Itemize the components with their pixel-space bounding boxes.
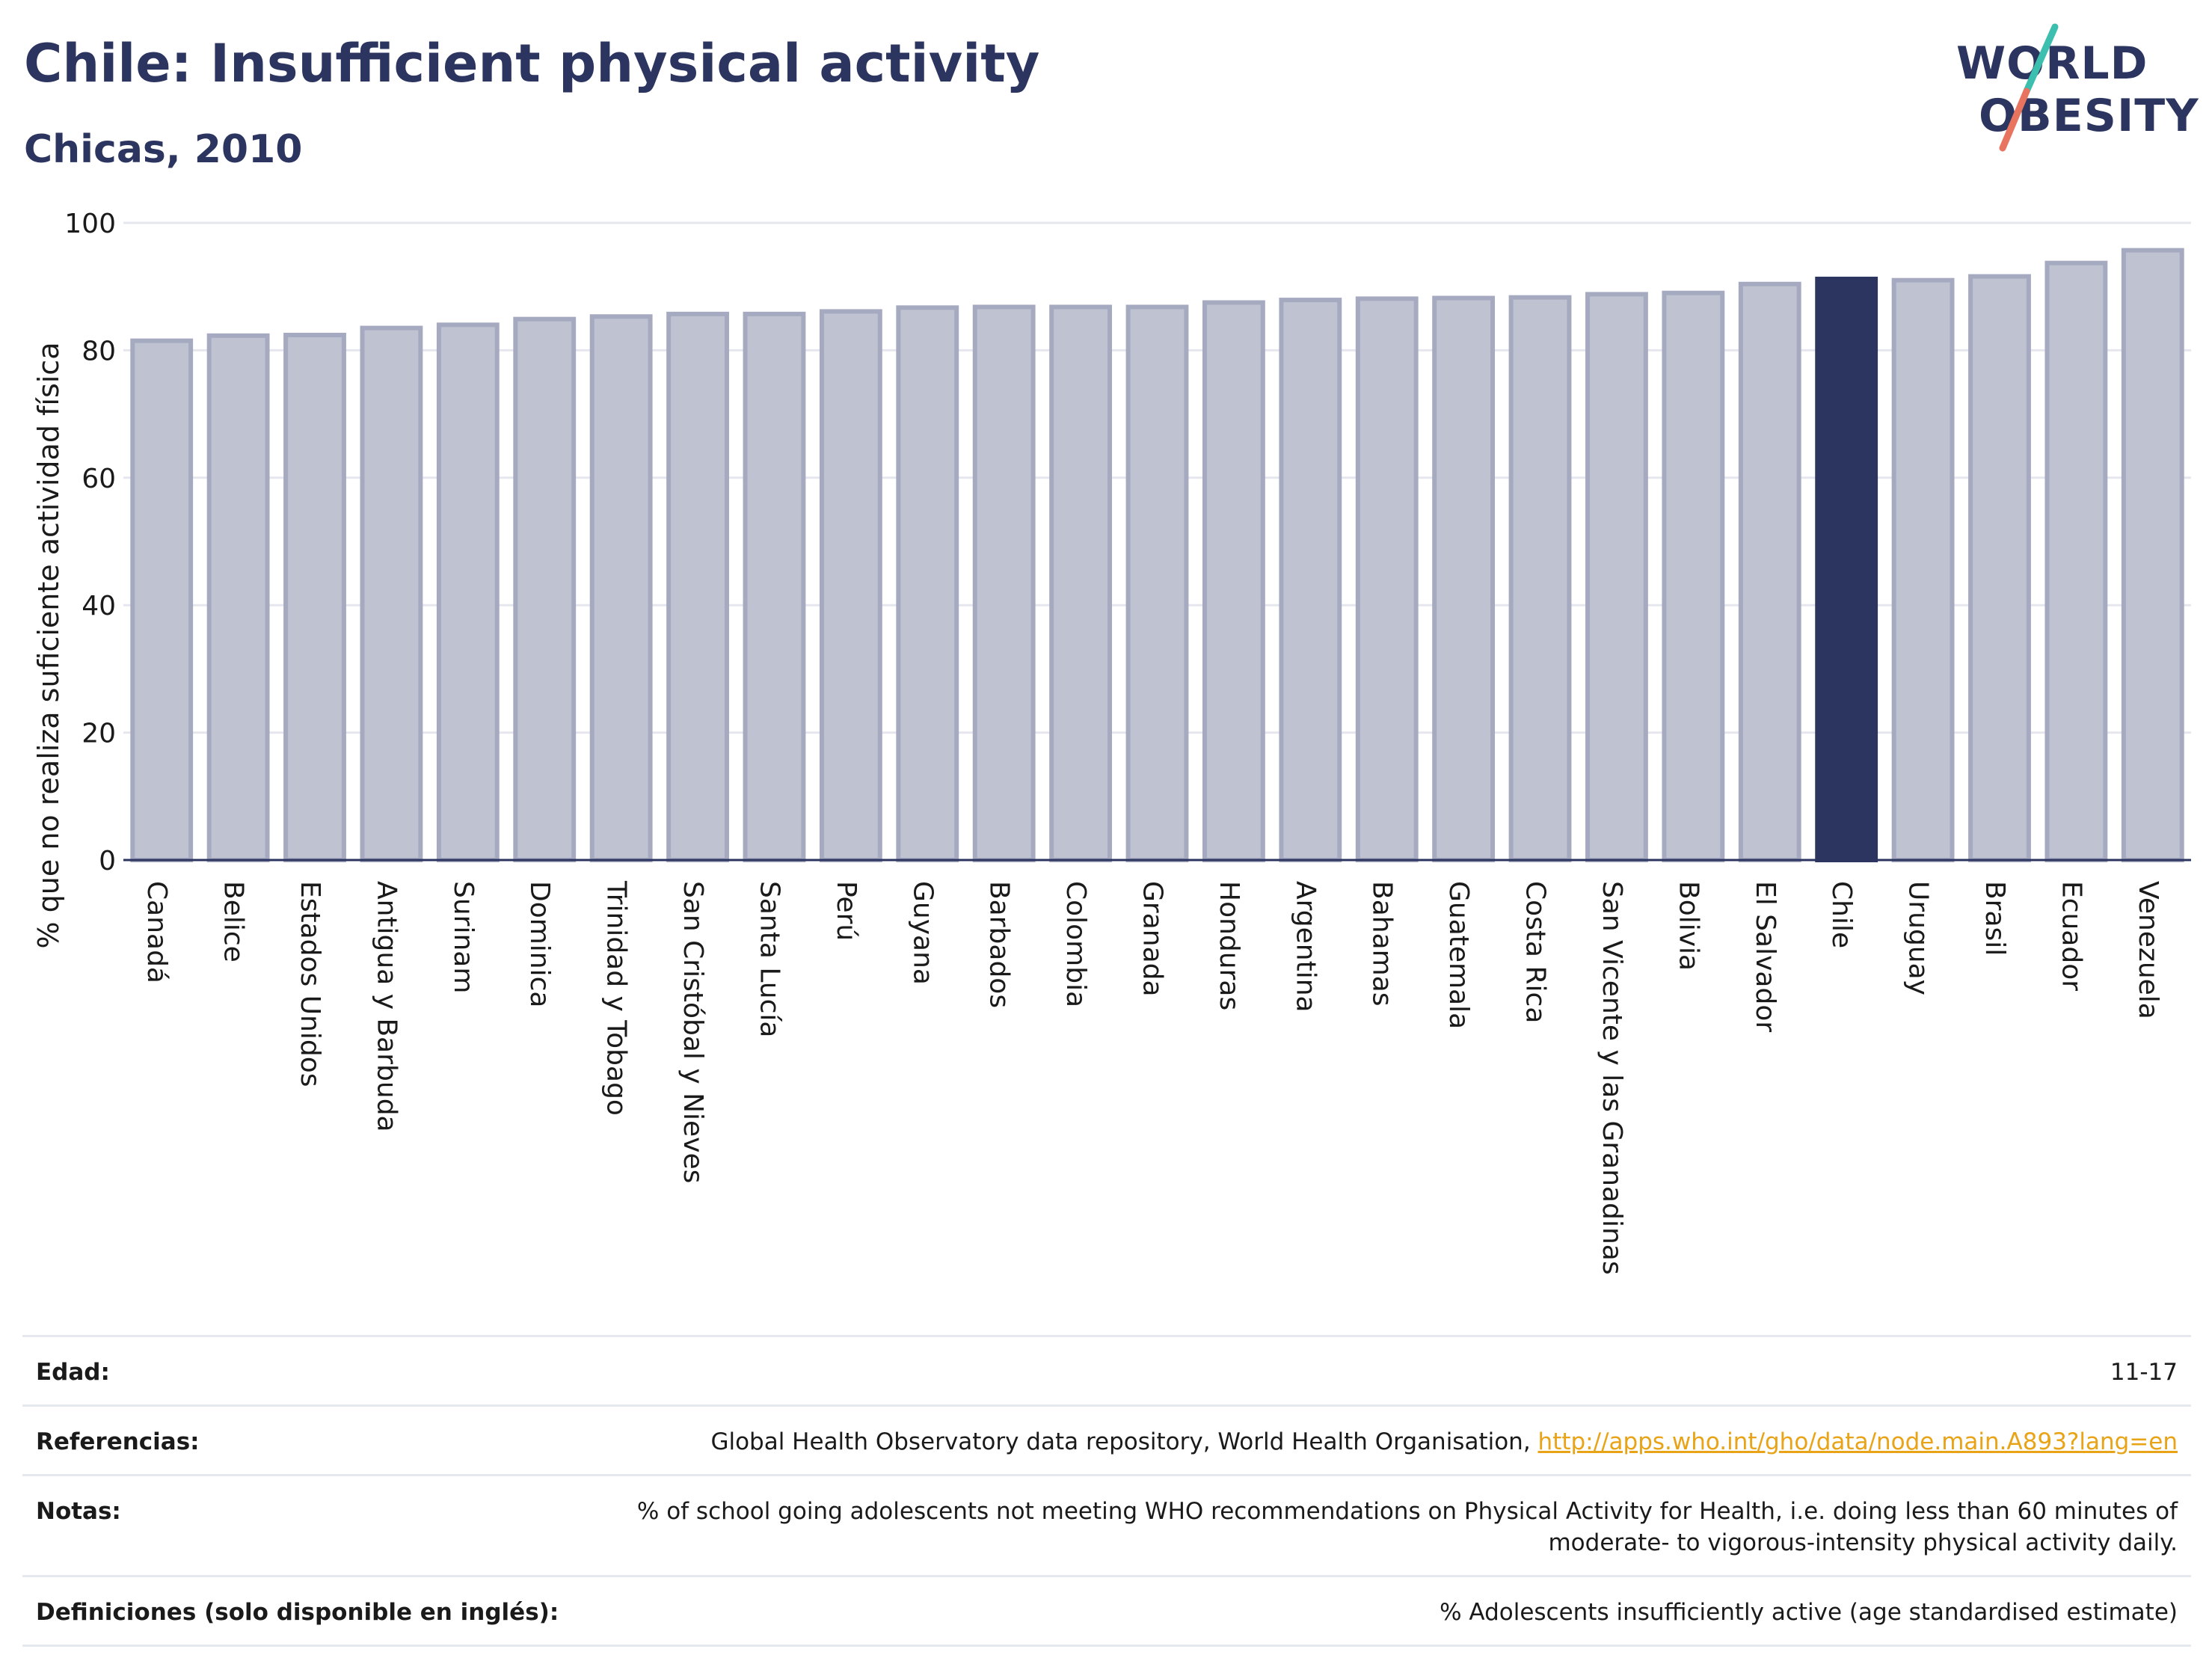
x-tick-label: Santa Lucía: [754, 881, 784, 1037]
x-tick-label: Belice: [218, 881, 249, 962]
bar: [1968, 274, 2031, 863]
bars: [130, 248, 2184, 863]
logo-line-1: WORLD: [1956, 37, 2148, 90]
info-label: Referencias:: [36, 1428, 200, 1455]
bar: [436, 322, 500, 862]
y-axis-label: % que no realiza suficiente actividad fí…: [32, 343, 65, 949]
info-value: % Adolescents insufficiently active (age…: [1440, 1599, 2178, 1626]
x-tick-label: Argentina: [1290, 881, 1321, 1013]
y-tick-labels: 0 20 40 60 80 100: [64, 209, 116, 876]
x-tick-label: Dominica: [524, 881, 555, 1008]
x-tick-label: Canadá: [141, 881, 172, 983]
chart-title: Chile: Insufficient physical activity: [24, 33, 1040, 94]
y-tick-label: 40: [82, 591, 116, 621]
bar: [1432, 295, 1496, 862]
reference-text: Global Health Observatory data repositor…: [710, 1428, 1538, 1455]
bar: [743, 311, 806, 862]
bar: [1662, 290, 1725, 863]
bar: [206, 333, 270, 862]
bar: [1738, 281, 1801, 863]
bar: [513, 316, 577, 863]
bar: [1202, 300, 1265, 862]
info-value: % of school going adolescents not meetin…: [636, 1498, 2178, 1556]
bar: [589, 314, 653, 862]
info-table: Edad: 11-17 Referencias: Global Health O…: [22, 1335, 2191, 1647]
bar: [819, 309, 882, 863]
x-tick-label: Costa Rica: [1520, 881, 1551, 1023]
bar: [1279, 298, 1342, 863]
y-tick-label: 80: [82, 336, 116, 366]
bar: [2044, 260, 2108, 862]
x-tick-label: Brasil: [1979, 881, 2010, 956]
bar: [1891, 277, 1955, 863]
info-value: Global Health Observatory data repositor…: [710, 1426, 2178, 1458]
x-tick-label: Honduras: [1214, 881, 1244, 1010]
bar: [283, 332, 346, 862]
info-label: Definiciones (solo disponible en inglés)…: [36, 1599, 559, 1626]
y-tick-label: 0: [99, 846, 116, 876]
info-row-definitions: Definiciones (solo disponible en inglés)…: [22, 1575, 2191, 1647]
info-row-age: Edad: 11-17: [22, 1335, 2191, 1404]
reference-link[interactable]: http://apps.who.int/gho/data/node.main.A…: [1537, 1428, 2178, 1455]
x-tick-label: Barbados: [984, 881, 1015, 1008]
bar: [896, 305, 959, 863]
x-tick-label: San Vicente y las Granadinas: [1597, 881, 1627, 1275]
bar: [1049, 304, 1113, 863]
x-tick-label: Granada: [1137, 881, 1168, 997]
x-tick-label: Guyana: [907, 881, 938, 985]
x-tick-label: Venezuela: [2133, 881, 2163, 1019]
bar: [1355, 296, 1419, 862]
bar-chart: 0 20 40 60 80 100 Canadá Belice Estados Unidos A…: [32, 209, 2191, 1275]
y-tick-label: 100: [64, 209, 116, 239]
x-tick-label: Uruguay: [1903, 881, 1934, 995]
info-label: Edad:: [36, 1359, 110, 1386]
x-tick-label: Ecuador: [2056, 881, 2086, 991]
x-tick-label: San Cristóbal y Nieves: [678, 881, 708, 1183]
x-tick-labels: Canadá Belice Estados Unidos Antigua y Barb…: [141, 880, 2163, 1275]
info-value: 11-17: [2110, 1359, 2178, 1386]
x-tick-label: Perú: [831, 881, 861, 941]
x-tick-label: Colombia: [1060, 881, 1091, 1007]
bar: [666, 311, 729, 862]
x-tick-label: Antigua y Barbuda: [371, 881, 402, 1132]
bar: [360, 325, 423, 862]
x-tick-label: Bolivia: [1673, 881, 1703, 971]
x-tick-label: Bahamas: [1367, 881, 1398, 1007]
bar: [972, 304, 1036, 863]
world-obesity-logo: WORLD OBESITY: [1952, 22, 2199, 157]
chart-subtitle: Chicas, 2010: [24, 127, 303, 172]
bar: [130, 338, 194, 862]
info-row-notes: Notas: % of school going adolescents not…: [22, 1474, 2191, 1575]
y-tick-label: 60: [82, 464, 116, 494]
bar-highlight: [1815, 276, 1878, 862]
info-row-references: Referencias: Global Health Observatory d…: [22, 1404, 2191, 1474]
bar: [1585, 292, 1648, 862]
x-tick-label: Chile: [1826, 881, 1857, 948]
bar: [1508, 295, 1572, 862]
x-tick-label: Estados Unidos: [295, 881, 325, 1087]
y-tick-label: 20: [82, 719, 116, 749]
info-label: Notas:: [36, 1498, 121, 1525]
x-tick-label: Guatemala: [1443, 881, 1474, 1029]
logo-slash-icon: [1999, 23, 2059, 152]
x-tick-label: Trinidad y Tobago: [601, 880, 632, 1116]
bar: [1125, 304, 1189, 863]
bar: [2121, 248, 2184, 863]
x-tick-label: Surinam: [448, 881, 479, 993]
x-tick-label: El Salvador: [1750, 881, 1781, 1032]
